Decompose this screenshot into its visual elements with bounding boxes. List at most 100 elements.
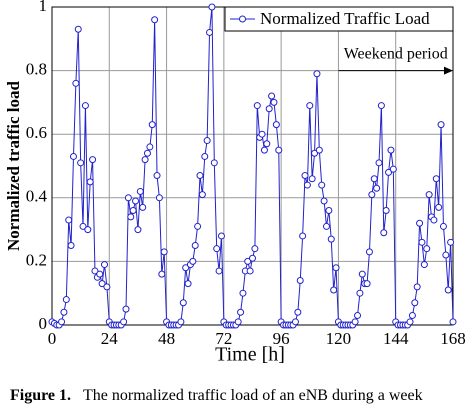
data-point (196, 172, 204, 180)
data-point (184, 280, 192, 288)
data-point (141, 156, 149, 164)
data-point (313, 70, 321, 78)
data-point (385, 168, 393, 176)
x-tick-label: 120 (326, 329, 352, 348)
x-tick-label: 72 (215, 329, 232, 348)
data-point (201, 152, 209, 160)
data-point (291, 318, 299, 326)
data-point (101, 261, 109, 269)
data-point (203, 137, 211, 145)
data-point (160, 248, 168, 256)
data-point (420, 261, 428, 269)
y-tick-label: 0.8 (26, 60, 47, 79)
data-point (370, 175, 378, 183)
data-point (327, 235, 335, 243)
data-point (435, 203, 443, 211)
data-point (179, 299, 187, 307)
data-point (294, 308, 302, 316)
y-tick-label: 0.4 (26, 187, 48, 206)
data-point (217, 232, 225, 240)
data-point (354, 311, 362, 319)
data-point (447, 238, 455, 246)
data-point (382, 207, 390, 215)
data-point (270, 98, 278, 106)
data-point (320, 197, 328, 205)
data-point (358, 270, 366, 278)
x-axis-label: Time [h] (215, 344, 285, 366)
data-point (77, 159, 85, 167)
data-point (72, 79, 80, 87)
y-tick-label: 1 (39, 0, 48, 15)
data-point (373, 184, 381, 192)
x-tick-label: 96 (273, 329, 290, 348)
data-point (306, 102, 314, 110)
data-point (413, 283, 421, 291)
data-point (308, 175, 316, 183)
data-point (416, 219, 424, 227)
data-point (198, 191, 206, 199)
data-point (239, 289, 247, 297)
data-point (158, 270, 166, 278)
data-point (332, 264, 340, 272)
legend-box (224, 6, 454, 32)
data-point (423, 245, 431, 253)
data-point (375, 159, 383, 167)
caption-text: The normalized traffic load of an eNB du… (83, 387, 423, 404)
data-point (96, 270, 104, 278)
data-point (143, 149, 151, 157)
data-point (246, 267, 254, 275)
data-point (89, 156, 97, 164)
data-point (449, 318, 457, 326)
data-point (148, 121, 156, 129)
data-point (351, 318, 359, 326)
data-point (79, 222, 87, 230)
data-point (368, 191, 376, 199)
data-point (67, 242, 75, 249)
data-point (387, 146, 395, 154)
data-point (98, 280, 106, 288)
data-point (301, 172, 309, 180)
data-point (139, 203, 147, 211)
data-point (189, 257, 197, 265)
data-point (444, 286, 452, 294)
data-point (208, 3, 216, 11)
data-point (272, 121, 280, 129)
data-point (134, 226, 142, 234)
x-tick-label: 24 (101, 329, 119, 348)
data-point (411, 299, 419, 307)
data-point (389, 165, 397, 173)
data-point (234, 318, 242, 326)
data-point (213, 245, 221, 253)
x-tick-label: 0 (48, 329, 57, 348)
data-point (120, 318, 128, 326)
data-point (69, 152, 77, 160)
data-point (182, 264, 190, 272)
data-point (86, 178, 94, 186)
data-point (191, 242, 199, 249)
data-point (81, 102, 89, 110)
data-point (330, 286, 338, 294)
data-point (380, 229, 388, 237)
data-point (356, 289, 364, 297)
data-point (210, 159, 218, 167)
data-point (260, 146, 268, 154)
data-point (74, 25, 82, 33)
data-point (408, 311, 416, 319)
data-point (296, 276, 304, 284)
data-point (418, 238, 426, 246)
data-point (315, 146, 323, 154)
data-point (122, 305, 130, 313)
annotation-text: Weekend period (344, 45, 448, 62)
y-tick-label: 0 (39, 314, 48, 333)
data-point (303, 181, 311, 189)
data-point (430, 216, 438, 224)
data-point (253, 102, 261, 110)
data-point (84, 226, 92, 234)
data-point (265, 105, 273, 113)
data-point (155, 194, 163, 202)
y-axis-label: Normalized traffic load (4, 80, 23, 250)
data-point (365, 248, 373, 256)
data-point (425, 191, 433, 199)
data-point (151, 16, 159, 24)
